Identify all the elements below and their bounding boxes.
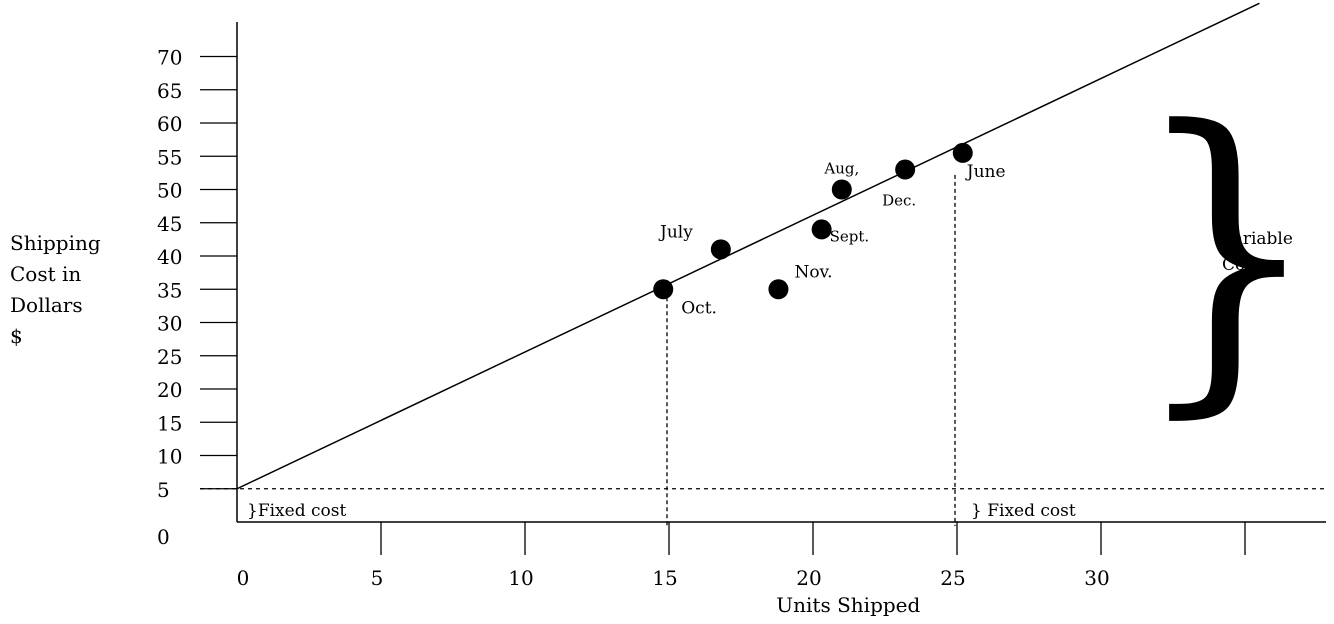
variable-cost-brace: } [1132, 61, 1321, 445]
variable-cost-label-line: Variable [1222, 229, 1293, 249]
data-point [831, 179, 852, 200]
y-tick-label: 65 [157, 79, 182, 103]
y-tick-label: 45 [157, 212, 182, 236]
y-tick-label: 20 [157, 378, 182, 402]
y-tick-label: 55 [157, 145, 182, 169]
fixed-cost-label: } Fixed cost [971, 501, 1076, 521]
data-point [895, 159, 916, 180]
x-tick-label: 5 [371, 566, 384, 590]
y-tick-label: 0 [157, 525, 170, 549]
point-label: Nov. [794, 262, 832, 282]
y-tick-label: 35 [157, 278, 182, 302]
y-axis-label-line: Shipping [10, 231, 101, 255]
x-tick-label: 0 [237, 566, 250, 590]
point-label: Aug, [823, 160, 859, 178]
data-point [710, 239, 731, 260]
x-tick-label: 30 [1084, 566, 1109, 590]
data-point [768, 279, 789, 300]
y-axis-label-line: Cost in [10, 262, 82, 286]
y-tick-label: 60 [157, 112, 182, 136]
y-tick-label: 10 [157, 445, 182, 469]
y-axis-label: Shipping Cost in Dollars $ [10, 228, 101, 352]
point-label: July [658, 222, 693, 242]
point-label: Dec. [882, 192, 916, 210]
variable-cost-label-line: Cost [1222, 255, 1261, 275]
data-point [811, 219, 832, 240]
y-tick-label: 5 [157, 478, 170, 502]
point-label: Sept. [830, 227, 870, 245]
y-tick-label: 40 [157, 245, 182, 269]
y-tick-label: 50 [157, 179, 182, 203]
x-tick-label: 20 [796, 566, 821, 590]
y-axis-label-line: $ [10, 324, 23, 348]
y-tick-label: 70 [157, 46, 182, 70]
y-tick-label: 15 [157, 411, 182, 435]
y-tick-label: 30 [157, 312, 182, 336]
cost-line [236, 2, 1260, 490]
variable-cost-label: Variable Cost [1222, 226, 1293, 278]
point-label: Oct. [681, 298, 717, 318]
y-tick-label: 25 [157, 345, 182, 369]
data-point [653, 279, 674, 300]
point-label: June [965, 162, 1006, 182]
x-tick-label: 10 [508, 566, 533, 590]
x-tick-label: 15 [652, 566, 677, 590]
x-tick-label: 25 [940, 566, 965, 590]
y-axis-label-line: Dollars [10, 293, 83, 317]
fixed-cost-label: }Fixed cost [247, 501, 346, 521]
data-point [952, 142, 973, 163]
x-axis-title: Units Shipped [776, 593, 920, 617]
